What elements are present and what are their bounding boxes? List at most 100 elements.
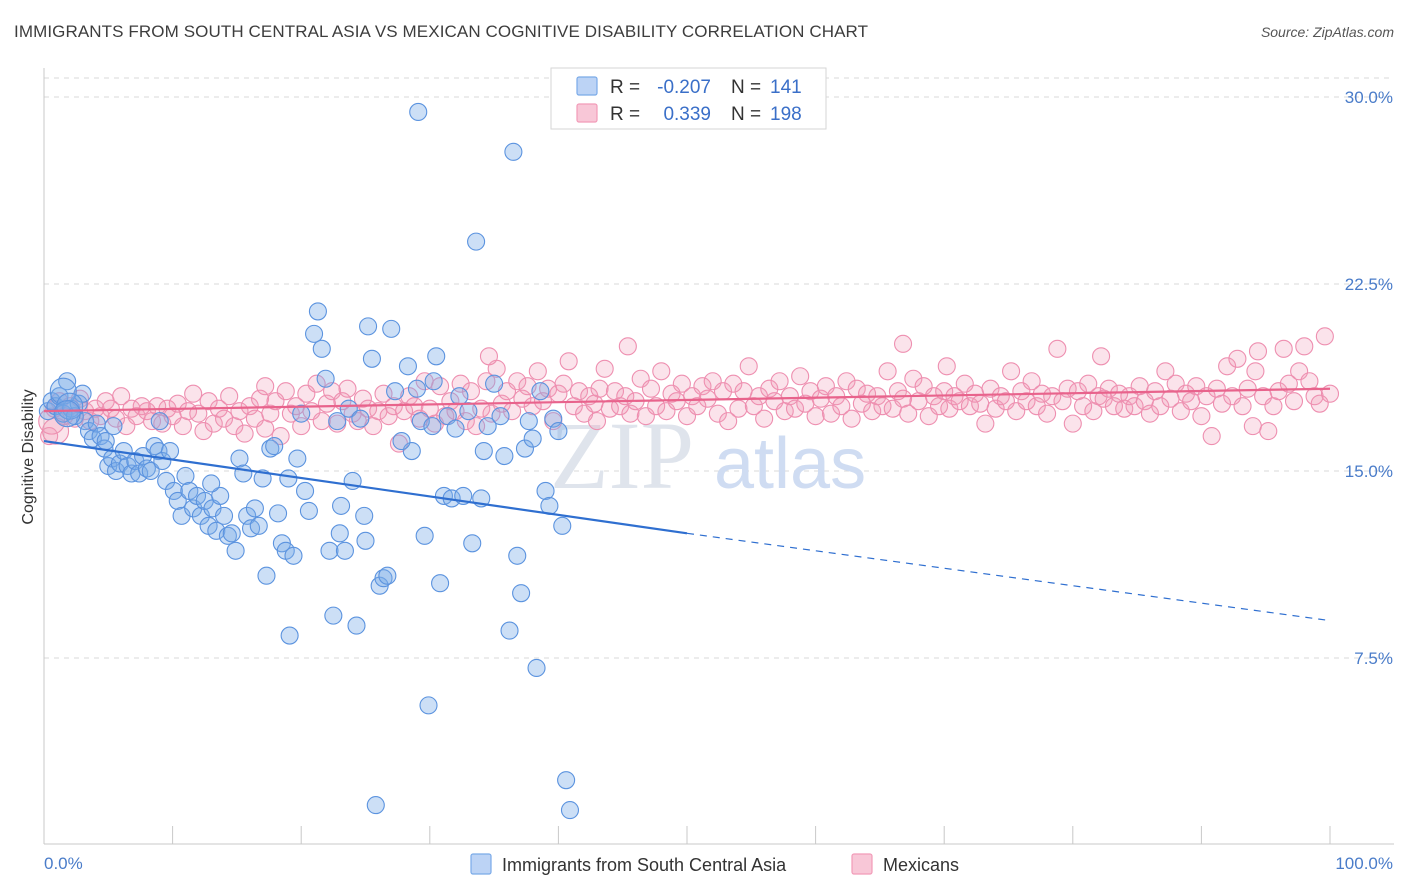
south-central-asia-point — [230, 449, 249, 468]
mexicans-point — [1002, 362, 1021, 381]
south-central-asia-point — [431, 574, 450, 593]
mexicans-point — [1156, 362, 1175, 381]
trend-line-south-central-asia-projection — [686, 532, 1331, 622]
mexicans-point — [508, 372, 527, 391]
mexicans-point — [647, 397, 666, 416]
mexicans-point — [1038, 404, 1057, 423]
south-central-asia-point — [536, 481, 555, 500]
south-central-asia-point — [288, 449, 307, 468]
south-central-asia-point — [292, 404, 311, 423]
mexicans-point — [338, 379, 357, 398]
mexicans-point — [806, 407, 825, 426]
mexicans-point — [554, 374, 573, 393]
mexicans-point — [1074, 397, 1093, 416]
south-central-asia-point — [519, 412, 538, 431]
south-central-asia-point — [491, 407, 510, 426]
mexicans-point — [971, 394, 990, 413]
legend-r-value-pink: 0.339 — [663, 104, 711, 125]
watermark: ZIP atlas — [550, 402, 866, 509]
mexicans-point — [739, 357, 758, 376]
mexicans-point — [1238, 379, 1257, 398]
south-central-asia-point — [284, 546, 303, 565]
mexicans-point — [1192, 407, 1211, 426]
south-central-asia-point — [424, 372, 443, 391]
mexicans-point — [672, 374, 691, 393]
south-central-asia-point — [49, 377, 77, 405]
mexicans-point — [1315, 327, 1334, 346]
legend-bottom-label-blue: Immigrants from South Central Asia — [502, 855, 787, 875]
south-central-asia-point — [409, 102, 428, 122]
legend-n-label-blue: N = — [731, 77, 761, 98]
y-tick-label: 7.5% — [1354, 649, 1393, 668]
mexicans-point — [1284, 392, 1304, 411]
legend-r-label-blue: R = — [610, 77, 640, 98]
legend-n-value-pink: 198 — [770, 104, 802, 125]
mexicans-point — [307, 374, 326, 393]
y-axis-label: Cognitive Disability — [20, 389, 37, 524]
mexicans-point — [1202, 427, 1221, 446]
mexicans-point — [937, 357, 956, 376]
mexicans-point — [791, 367, 810, 386]
south-central-asia-point — [553, 516, 572, 535]
south-central-asia-point — [164, 481, 183, 500]
mexicans-point — [904, 369, 923, 388]
trend-line-south-central-asia — [43, 439, 688, 535]
mexicans-point — [256, 377, 275, 396]
mexicans-point — [1063, 414, 1082, 433]
mexicans-point — [873, 397, 892, 416]
mexicans-point — [148, 397, 167, 416]
chart-title: IMMIGRANTS FROM SOUTH CENTRAL ASIA VS ME… — [14, 22, 869, 41]
south-central-asia-point — [467, 232, 486, 251]
mexicans-point — [590, 379, 609, 398]
south-central-asia-point — [253, 469, 272, 488]
mexicans-point — [569, 382, 589, 401]
south-central-asia-point — [362, 349, 381, 368]
legend-swatch-pink — [576, 103, 598, 123]
mexicans-point — [292, 417, 311, 436]
south-central-asia-point — [207, 521, 226, 540]
south-central-asia-point — [53, 400, 81, 428]
mexicans-point — [1022, 372, 1041, 391]
mexicans-point — [724, 374, 743, 393]
mexicans-point — [852, 394, 871, 413]
mexicans-point — [991, 387, 1010, 406]
south-central-asia-point — [427, 347, 446, 366]
mexicans-point — [837, 372, 856, 391]
mexicans-point — [981, 379, 1000, 398]
south-central-asia-point — [58, 372, 77, 391]
south-central-asia-point — [335, 541, 354, 560]
mexicans-point — [1233, 397, 1252, 416]
south-central-asia-point — [265, 437, 284, 456]
mexicans-point — [441, 392, 460, 411]
mexicans-point — [1140, 404, 1160, 423]
mexicans-point — [214, 409, 234, 428]
mexicans-point — [688, 397, 707, 416]
south-central-asia-point — [557, 771, 576, 790]
mexicans-point — [708, 404, 727, 423]
south-central-asia-point — [450, 387, 469, 406]
south-central-asia-point — [168, 491, 187, 510]
south-central-asia-point — [299, 501, 318, 520]
south-central-asia-point — [211, 486, 230, 505]
south-central-asia-point — [320, 541, 339, 560]
south-central-asia-point — [527, 658, 546, 678]
south-central-asia-point — [355, 506, 374, 525]
south-central-asia-point — [96, 432, 115, 451]
south-central-asia-point — [257, 566, 276, 585]
grid-lines — [44, 77, 1394, 659]
mexicans-point — [734, 382, 753, 401]
south-central-asia-point — [339, 399, 358, 418]
mexicans-point — [1212, 394, 1232, 413]
mexicans-point — [641, 379, 661, 398]
mexicans-point — [755, 409, 774, 428]
south-central-asia-point — [104, 417, 123, 436]
mexicans-point — [893, 334, 913, 353]
south-central-asia-point — [249, 516, 268, 535]
mexicans-point — [1048, 339, 1067, 358]
south-central-asia-point — [560, 801, 580, 820]
mexicans-point — [1218, 357, 1237, 376]
chart-source: Source: ZipAtlas.com — [1260, 24, 1394, 40]
mexicans-point — [1092, 347, 1111, 366]
south-central-asia-point — [515, 439, 535, 458]
